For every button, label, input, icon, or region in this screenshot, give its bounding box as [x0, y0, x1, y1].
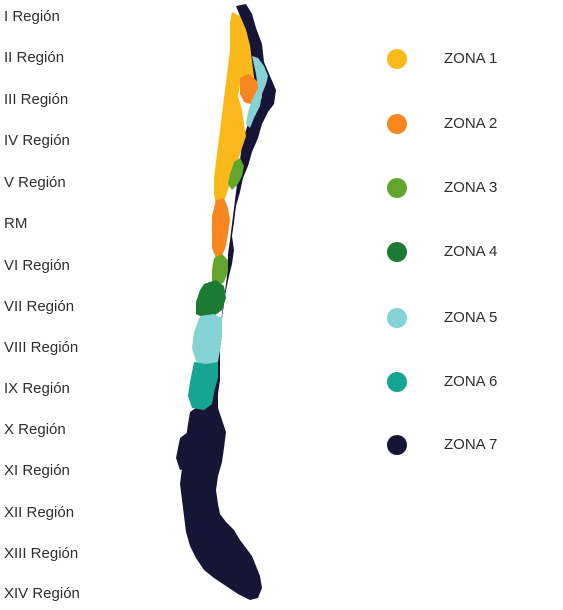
legend-label: ZONA 7: [444, 436, 498, 453]
legend-swatch: [387, 435, 407, 455]
region-label: VIII Región: [4, 339, 79, 356]
legend-item-zona-2: ZONA 2: [380, 113, 550, 135]
region-label: IV Región: [4, 132, 70, 149]
region-label: II Región: [4, 49, 65, 66]
legend-item-zona-5: ZONA 5: [380, 307, 550, 329]
region-label: VI Región: [4, 257, 70, 274]
zone-3-area: [212, 254, 228, 286]
zone-1-area: [214, 12, 254, 206]
legend-label: ZONA 2: [444, 115, 498, 132]
zone-2-area: [212, 198, 230, 258]
legend-item-zona-4: ZONA 4: [380, 241, 550, 263]
legend-item-zona-6: ZONA 6: [380, 371, 550, 393]
region-label: I Región: [4, 8, 60, 25]
zone-7-area: [176, 432, 252, 580]
region-label: XII Región: [4, 504, 75, 521]
region-list: I Región II Región III Región IV Región …: [0, 0, 120, 610]
region-label: III Región: [4, 91, 69, 108]
zone-4-area: [196, 280, 226, 318]
zone-5-area: [246, 56, 268, 128]
region-label: VII Región: [4, 298, 75, 315]
legend-swatch: [387, 114, 407, 134]
region-label: XIV Región: [4, 585, 80, 602]
legend-swatch: [387, 49, 407, 69]
legend-label: ZONA 3: [444, 179, 498, 196]
zone-7-area: [180, 4, 276, 600]
legend-swatch: [387, 372, 407, 392]
legend-swatch: [387, 242, 407, 262]
legend-label: ZONA 1: [444, 50, 498, 67]
legend-label: ZONA 4: [444, 243, 498, 260]
region-label: XI Región: [4, 462, 70, 479]
region-label: X Región: [4, 421, 66, 438]
legend-swatch: [387, 178, 407, 198]
region-label: IX Región: [4, 380, 70, 397]
legend-label: ZONA 6: [444, 373, 498, 390]
zone-6-area: [188, 362, 218, 410]
legend-item-zona-1: ZONA 1: [380, 48, 550, 70]
region-label: V Región: [4, 174, 66, 191]
zone-3-area: [228, 158, 244, 190]
legend-swatch: [387, 308, 407, 328]
zone-5-area: [192, 314, 222, 366]
legend-label: ZONA 5: [444, 309, 498, 326]
region-label: RM: [4, 215, 28, 232]
legend-item-zona-3: ZONA 3: [380, 177, 550, 199]
region-label: XIII Región: [4, 545, 79, 562]
legend-item-zona-7: ZONA 7: [380, 434, 550, 456]
chile-zone-map: [176, 4, 276, 600]
